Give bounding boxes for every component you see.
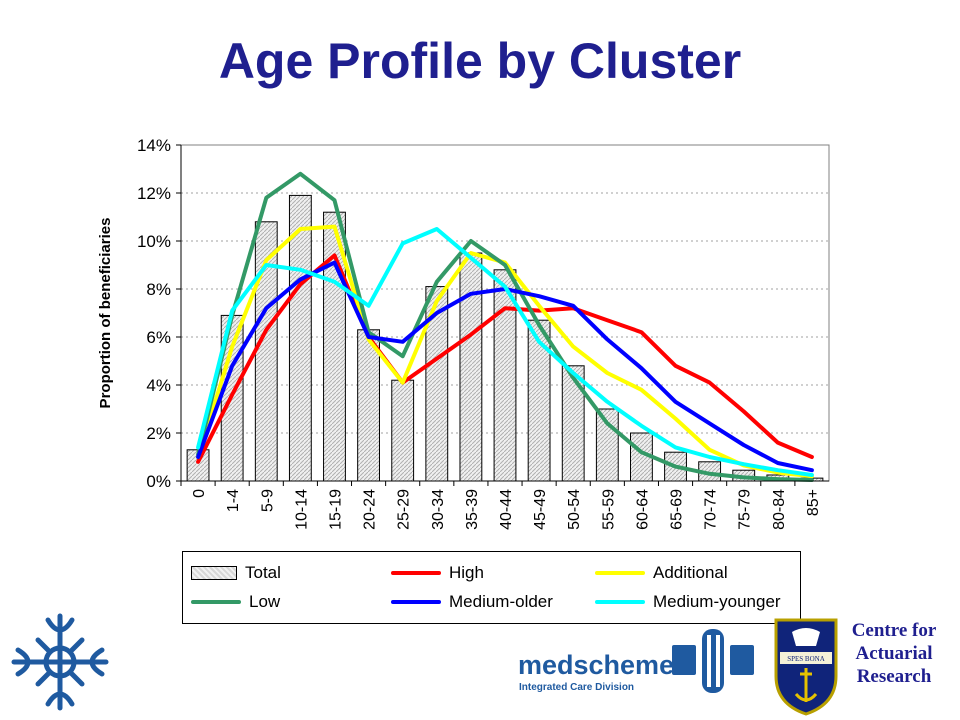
- x-tick-label: 65-69: [669, 489, 686, 530]
- age-profile-chart: 0% 2% 4% 6% 8% 10% 12% 14% 0 1-4 5-9 10-14 15-19 20-…: [97, 136, 830, 530]
- legend-label-medium-older: Medium-older: [449, 592, 553, 611]
- bar-total: [459, 252, 483, 482]
- y-tick-label: 6%: [146, 328, 171, 347]
- legend-label-total: Total: [245, 563, 281, 582]
- university-crest-icon: SPES BONA: [774, 618, 838, 716]
- x-tick-label: 20-24: [362, 489, 379, 530]
- x-tick-labels: 0 1-4 5-9 10-14 15-19 20-24 25-29 30-34 35-39 40-…: [180, 481, 822, 530]
- series-line-low: [196, 171, 814, 482]
- y-tick-label: 14%: [137, 136, 171, 155]
- legend-swatch-high: [391, 571, 441, 575]
- slide-title: Age Profile by Cluster: [218, 33, 742, 89]
- legend-swatch-medium-younger: [595, 600, 645, 604]
- y-tick-labels: 0% 2% 4% 6% 8% 10% 12% 14%: [137, 136, 181, 491]
- legend-item-total: Total: [191, 562, 281, 584]
- y-tick-label: 10%: [137, 232, 171, 251]
- x-tick-label: 60-64: [634, 489, 651, 530]
- medscheme-name: medscheme: [518, 650, 675, 680]
- plot-area: 0% 2% 4% 6% 8% 10% 12% 14% 0 1-4 5-9 10-14 15-19 20-…: [137, 136, 830, 530]
- x-tick-label: 85+: [805, 489, 822, 516]
- x-tick-label: 10-14: [293, 489, 310, 530]
- legend-item-medium-younger: Medium-younger: [595, 591, 781, 613]
- x-tick-label: 5-9: [259, 489, 276, 512]
- x-tick-label: 30-34: [430, 489, 447, 530]
- legend-swatch-additional: [595, 571, 645, 575]
- legend-label-medium-younger: Medium-younger: [653, 592, 781, 611]
- legend-label-high: High: [449, 563, 484, 582]
- x-tick-label: 70-74: [703, 489, 720, 530]
- grid: [181, 192, 829, 434]
- bar-total: [357, 329, 380, 482]
- x-tick-label: 25-29: [396, 489, 413, 530]
- bar-total: [595, 408, 619, 482]
- series-line-high: [196, 253, 814, 464]
- x-tick-label: 40-44: [498, 489, 515, 530]
- medscheme-mark-icon: [672, 629, 754, 693]
- bar-total: [561, 365, 585, 482]
- y-tick-label: 4%: [146, 376, 171, 395]
- y-tick-label: 8%: [146, 280, 171, 299]
- x-tick-label: 0: [191, 489, 208, 498]
- series-line-medium-younger: [196, 227, 814, 477]
- chart-legend: Total High Additional Low Medium-older M…: [182, 551, 801, 624]
- x-tick-label: 35-39: [464, 489, 481, 530]
- legend-label-additional: Additional: [653, 563, 728, 582]
- cross-logo-icon: [11, 613, 109, 711]
- legend-item-low: Low: [191, 591, 280, 613]
- y-tick-label: 0%: [146, 472, 171, 491]
- x-tick-label: 50-54: [566, 489, 583, 530]
- legend-swatch-medium-older: [391, 600, 441, 604]
- crest-scroll-text: SPES BONA: [787, 655, 825, 663]
- x-tick-label: 45-49: [532, 489, 549, 530]
- y-tick-label: 2%: [146, 424, 171, 443]
- legend-item-high: High: [391, 562, 484, 584]
- legend-item-medium-older: Medium-older: [391, 591, 553, 613]
- x-tick-label: 55-59: [600, 489, 617, 530]
- medscheme-subtitle: Integrated Care Division: [519, 682, 635, 693]
- legend-swatch-total: [191, 566, 237, 580]
- x-tick-label: 15-19: [327, 489, 344, 530]
- car-line-2: Actuarial: [855, 643, 933, 664]
- legend-item-additional: Additional: [595, 562, 728, 584]
- series-lines: [196, 171, 814, 482]
- x-tick-label: 80-84: [771, 489, 788, 530]
- x-tick-label: 75-79: [737, 489, 754, 530]
- legend-swatch-low: [191, 600, 241, 604]
- car-line-1: Centre for: [851, 620, 937, 641]
- legend-label-low: Low: [249, 592, 281, 611]
- y-tick-label: 12%: [137, 184, 171, 203]
- y-axis-label: Proportion of beneficiaries: [97, 218, 114, 409]
- bar-total: [391, 379, 415, 482]
- x-tick-label: 1-4: [225, 489, 242, 512]
- car-line-3: Research: [856, 666, 932, 687]
